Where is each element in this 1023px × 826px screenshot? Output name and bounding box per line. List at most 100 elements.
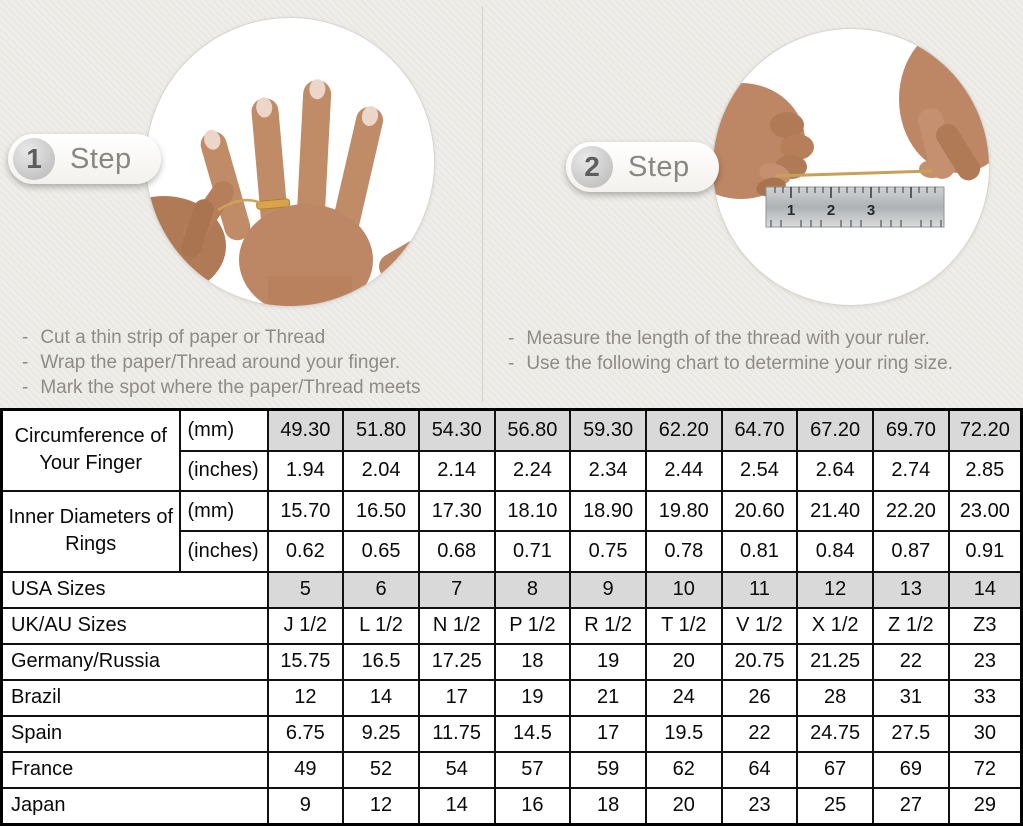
size-value-cell: 2.74 [872,449,950,492]
step2-instructions: - Measure the length of the thread with … [508,326,953,376]
size-value-cell: 23 [947,642,1023,681]
instruction-item: - Use the following chart to determine y… [508,351,953,376]
size-value-cell: 14 [417,786,496,826]
right-hand [899,29,989,181]
row-label: Spain [0,714,269,753]
size-value-cell: 14 [342,678,420,717]
size-value-cell: 25 [796,786,874,826]
size-value-cell: 19.80 [644,489,723,533]
size-value-cell: 72.20 [947,408,1023,452]
size-value-cell: 62 [644,750,723,789]
size-value-cell: 18.90 [569,489,647,533]
ring-size-table: Circumference of Your Finger (mm) 49.30 51.… [0,408,1023,826]
bullet-dash-icon: - [508,353,515,374]
size-value-cell: 24.75 [796,714,874,753]
gold-ring-icon [256,198,291,210]
size-value-cell: 24 [644,678,723,717]
instruction-text: Use the following chart to determine you… [526,353,953,374]
size-value-cell: 72 [947,750,1023,789]
size-value-cell: 8 [493,570,572,609]
size-value-cell: 29 [947,786,1023,826]
size-value-cell: 69.70 [872,408,950,452]
size-value-cell: 6 [342,570,420,609]
wrist [268,276,352,306]
bullet-dash-icon: - [22,327,29,348]
size-value-cell: 20 [644,642,723,681]
ruler-icon: 1 2 3 [765,186,945,228]
size-value-cell: 23 [720,786,799,826]
step1-badge: 1 Step [8,134,161,184]
instruction-text: Wrap the paper/Thread around your finger… [40,352,401,373]
size-value-cell: 0.75 [569,530,647,573]
size-value-cell: 18 [569,786,647,826]
table-row: Circumference of Your Finger (mm) 49.30 51.… [0,408,1023,492]
thumb [379,217,434,280]
size-value-cell: 2.14 [417,449,496,492]
size-value-cell: 0.87 [872,530,950,573]
size-value-cell: 22.20 [872,489,950,533]
size-value-cell: 2.44 [644,449,723,492]
size-value-cell: 7 [417,570,496,609]
step2-badge: 2 Step [566,142,719,192]
instruction-text: Mark the spot where the paper/Thread mee… [40,377,421,398]
size-value-cell: 9 [569,570,647,609]
size-value-cell: 30 [947,714,1023,753]
size-value-cell: 21.40 [796,489,874,533]
size-value-cell: 5 [266,570,345,609]
size-value-cell: 22 [720,714,799,753]
size-value-cell: 19 [493,678,572,717]
table-row: UK/AU Sizes J 1/2 L 1/2 N 1/2 P 1/2 R 1/2 T 1/… [0,606,1023,645]
size-value-cell: 64 [720,750,799,789]
size-value-cell: 17.30 [417,489,496,533]
size-value-cell: 0.91 [947,530,1023,573]
row-label: Japan [0,786,269,826]
size-value-cell: 9.25 [342,714,420,753]
size-value-cell: 62.20 [644,408,723,452]
size-value-cell: 2.54 [720,449,799,492]
size-value-cell: P 1/2 [493,606,572,645]
size-value-cell: 0.65 [342,530,420,573]
ruler-number-2: 2 [827,202,835,219]
bullet-dash-icon: - [508,328,515,349]
size-value-cell: 0.68 [417,530,496,573]
size-value-cell: 11 [720,570,799,609]
row-label: France [0,750,269,789]
size-value-cell: 22 [872,642,950,681]
size-value-cell: T 1/2 [644,606,723,645]
size-value-cell: 15.75 [266,642,345,681]
thread-icon [774,169,933,178]
ring-size-table-body: Circumference of Your Finger (mm) 49.30 51.… [0,408,1023,826]
size-value-cell: 2.04 [342,449,420,492]
size-value-cell: 20.60 [720,489,799,533]
size-value-cell: 16.50 [342,489,420,533]
size-value-cell: 12 [342,786,420,826]
section-divider [482,6,483,402]
table-row: Brazil 12 14 17 19 21 24 26 28 31 33 [0,678,1023,717]
row-label: USA Sizes [0,570,269,609]
size-value-cell: 21 [569,678,647,717]
size-value-cell: 14.5 [493,714,572,753]
size-value-cell: V 1/2 [720,606,799,645]
size-value-cell: 19 [569,642,647,681]
size-value-cell: 0.84 [796,530,874,573]
size-value-cell: Z 1/2 [872,606,950,645]
step2-photo: 1 2 3 [712,28,990,306]
size-value-cell: 17 [569,714,647,753]
instruction-item: - Cut a thin strip of paper or Thread [22,325,421,350]
size-value-cell: J 1/2 [266,606,345,645]
size-value-cell: R 1/2 [569,606,647,645]
size-value-cell: 0.62 [266,530,345,573]
step1-instructions: - Cut a thin strip of paper or Thread - … [22,325,421,400]
row-unit-label: (inches) [178,530,269,573]
size-value-cell: N 1/2 [417,606,496,645]
ruler-number-3: 3 [867,202,875,219]
size-value-cell: 54 [417,750,496,789]
instruction-text: Cut a thin strip of paper or Thread [40,327,326,348]
size-value-cell: 52 [342,750,420,789]
middle-finger [296,79,332,237]
size-value-cell: 6.75 [266,714,345,753]
table-row: France 49 52 54 57 59 62 64 67 69 72 [0,750,1023,789]
size-value-cell: 16.5 [342,642,420,681]
size-value-cell: 11.75 [417,714,496,753]
